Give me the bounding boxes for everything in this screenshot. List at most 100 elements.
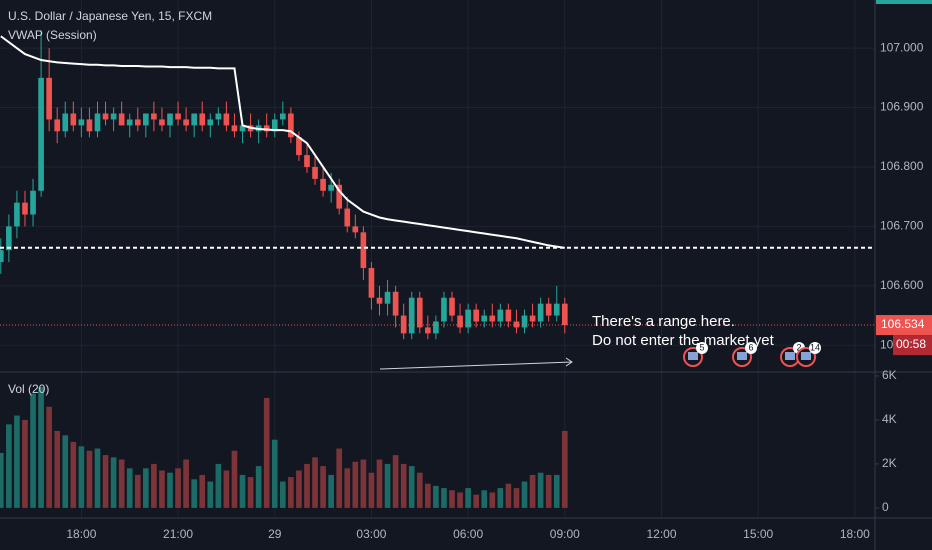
candle-body (344, 208, 351, 227)
x-tick-label: 18:00 (66, 527, 96, 541)
event-count: 14 (810, 342, 820, 352)
grid (0, 0, 875, 518)
volume-bar (183, 459, 189, 508)
volume-bar (392, 455, 399, 508)
y-tick-label: 106.800 (880, 159, 924, 173)
candle-body (449, 297, 455, 316)
volume-bar (376, 459, 383, 508)
event-badge (809, 342, 821, 354)
volume-tick-label: 4K (882, 412, 897, 426)
candle-body (118, 113, 125, 126)
volume-bar (247, 477, 254, 508)
volume-bar (400, 463, 407, 508)
last-price-box (876, 315, 932, 336)
volume-bar (199, 474, 206, 508)
candle-body (0, 250, 4, 263)
x-tick-label: 21:00 (163, 527, 193, 541)
candle-body (360, 232, 367, 269)
candle-body (392, 291, 399, 316)
candle-body (521, 315, 528, 328)
volume-bar (78, 446, 85, 508)
candle-body (46, 77, 52, 120)
candle-body (167, 113, 173, 126)
candle-body (400, 315, 407, 334)
event-flag (737, 352, 747, 360)
volume-tick-label: 0 (882, 500, 889, 514)
candle-body (465, 309, 471, 328)
candle-body (489, 315, 496, 322)
volume-bar (489, 492, 496, 508)
candle-body (271, 119, 278, 132)
event-badge (745, 342, 757, 354)
candle-body (328, 184, 334, 191)
x-tick-label: 15:00 (743, 527, 773, 541)
vwap-line (0, 35, 565, 249)
volume-bar (312, 457, 318, 508)
volume-bar (215, 463, 222, 508)
volume-bar (94, 448, 101, 508)
volume-bar (288, 477, 294, 508)
volume-bar (296, 470, 302, 508)
countdown-label: 00:58 (896, 337, 926, 351)
volume-bar (54, 430, 61, 508)
volume-bar (223, 470, 230, 508)
volume-bar (408, 466, 415, 508)
candle-body (54, 119, 61, 132)
candle-body (215, 113, 222, 120)
volume-bar (271, 439, 278, 508)
volume-bar (6, 424, 12, 508)
candle-body (183, 119, 189, 126)
arrow-head (565, 357, 573, 367)
candle-body (368, 268, 375, 298)
candle-body (497, 309, 504, 322)
volume-bar (545, 474, 552, 508)
volume-bar (143, 468, 149, 508)
y-tick-label: 107.000 (880, 40, 924, 54)
volume-bar (513, 488, 520, 508)
volume-bar (263, 397, 270, 508)
volume-bar (38, 386, 44, 508)
arrow-drawing (379, 361, 573, 370)
candle-body (126, 119, 133, 126)
candle-body (384, 291, 391, 304)
candle-body (288, 113, 294, 138)
volume-bar (465, 488, 471, 508)
volume-bar (14, 415, 20, 508)
candle-body (62, 113, 69, 132)
volume-bar (207, 481, 214, 508)
candle-body (457, 315, 463, 328)
volume-bar (473, 494, 479, 508)
volume-bar (425, 483, 431, 508)
volume-bar (118, 459, 125, 508)
volume-bar (167, 472, 173, 508)
candle-body (6, 226, 12, 251)
candle-body (70, 113, 77, 126)
volume-bar (102, 455, 109, 508)
volume-bar (70, 441, 77, 508)
candle-body (279, 113, 286, 120)
candle-body (94, 113, 101, 132)
x-tick-label: 09:00 (550, 527, 580, 541)
candle-body (416, 297, 423, 328)
candle-body (352, 226, 359, 233)
volume-bar (537, 472, 544, 508)
candle-body (481, 315, 488, 322)
volume-bar (336, 448, 343, 508)
candle-body (376, 297, 383, 304)
candle-body (320, 178, 326, 191)
event-flag (801, 352, 811, 360)
volume-bar (22, 419, 28, 508)
volume-bar (553, 474, 560, 508)
candle-body (134, 119, 141, 126)
volume-bar (497, 488, 504, 508)
volume-bar (0, 452, 4, 508)
candle-body (199, 113, 206, 126)
candle-body (78, 119, 85, 126)
volume-bar (449, 490, 455, 508)
volume-bar (441, 488, 447, 508)
volume-bar (46, 406, 52, 508)
candle-body (102, 113, 109, 120)
candle-body (529, 315, 536, 322)
volume-bar (481, 490, 488, 508)
